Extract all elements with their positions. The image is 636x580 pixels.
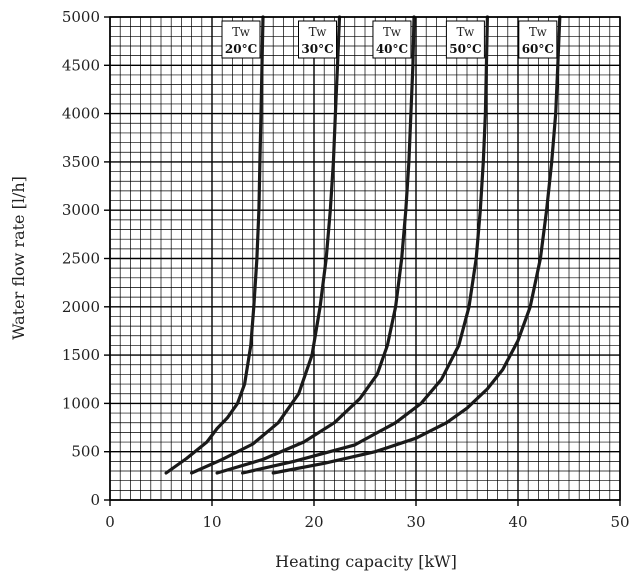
- series-label-top: Tw: [309, 25, 328, 39]
- series-label-box: [298, 20, 337, 59]
- series-line-2: [215, 15, 416, 475]
- series-label-4: Tw 60°C: [518, 20, 558, 59]
- tick-labels: 0 10 20 30 40 5005001000150020002500300035004…: [62, 8, 630, 531]
- x-tick-label: 40: [508, 513, 527, 531]
- series-label-top: Tw: [529, 25, 548, 39]
- y-tick-label: 0: [90, 491, 100, 509]
- series-label-bottom: 40°C: [376, 42, 408, 56]
- legend: Tw 20°C Tw 30°C Tw 40°C Tw 50°C Tw 60°C: [221, 20, 558, 59]
- curves: [164, 15, 562, 475]
- series-label-top: Tw: [232, 25, 251, 39]
- y-tick-label: 2000: [62, 298, 100, 316]
- series-label-bottom: 20°C: [225, 42, 257, 56]
- y-tick-label: 5000: [62, 8, 100, 26]
- series-label-box: [372, 20, 412, 59]
- series-label-top: Tw: [456, 25, 475, 39]
- series-label-bottom: 60°C: [522, 42, 554, 56]
- series-label-2: Tw 40°C: [372, 20, 412, 59]
- y-tick-label: 1500: [62, 346, 100, 364]
- x-tick-label: 30: [406, 513, 425, 531]
- series-label-bottom: 50°C: [449, 42, 481, 56]
- series-label-3: Tw 50°C: [445, 20, 485, 59]
- series-label-box: [518, 20, 558, 59]
- x-axis-title: Heating capacity [kW]: [275, 552, 457, 571]
- series-label-1: Tw 30°C: [298, 20, 337, 59]
- series-label-0: Tw 20°C: [221, 20, 261, 59]
- x-tick-label: 50: [610, 513, 629, 531]
- series-label-top: Tw: [383, 25, 402, 39]
- series-line-4: [271, 15, 562, 475]
- grid: [109, 16, 621, 501]
- x-tick-label: 0: [105, 513, 115, 531]
- y-tick-label: 3000: [62, 201, 100, 219]
- y-tick-label: 500: [71, 443, 100, 461]
- y-tick-label: 3500: [62, 153, 100, 171]
- y-tick-label: 2500: [62, 250, 100, 268]
- y-axis-title: Water flow rate [l/h]: [9, 176, 28, 340]
- x-tick-label: 20: [304, 513, 323, 531]
- y-tick-label: 1000: [62, 394, 100, 412]
- axes: [104, 16, 621, 506]
- series-label-box: [445, 20, 485, 59]
- y-tick-label: 4500: [62, 56, 100, 74]
- series-line-1: [190, 15, 342, 475]
- y-tick-label: 4000: [62, 105, 100, 123]
- series-label-box: [221, 20, 261, 59]
- series-label-bottom: 30°C: [301, 42, 333, 56]
- x-tick-label: 10: [202, 513, 221, 531]
- series-line-3: [241, 15, 489, 475]
- series-line-0: [164, 15, 265, 475]
